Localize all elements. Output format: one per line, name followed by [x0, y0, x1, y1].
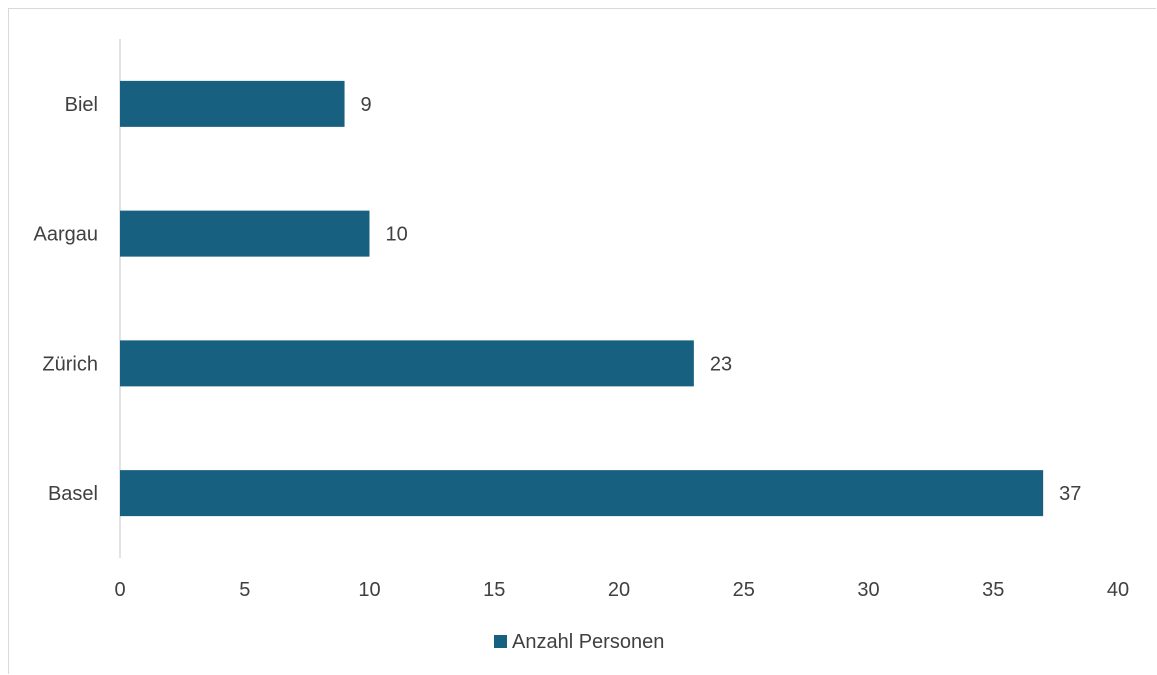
x-tick-label: 10 [358, 579, 380, 601]
data-label: 9 [361, 94, 372, 116]
bar-aargau [120, 210, 370, 257]
category-label: Basel [48, 483, 98, 505]
data-label: 37 [1059, 483, 1081, 505]
bar-z-rich [120, 340, 694, 387]
x-tick-label: 30 [857, 579, 879, 601]
category-label: Aargau [34, 224, 99, 246]
legend: Anzahl Personen [494, 631, 664, 653]
x-tick-label: 0 [114, 579, 125, 601]
chart-frame: 0 5 10 15 20 25 30 35 40 Biel 9 Aargau 10 Zürich 23 Ba… [8, 8, 1156, 674]
bars-layer [120, 80, 1044, 517]
x-tick-label: 35 [982, 579, 1004, 601]
data-label: 23 [710, 353, 732, 375]
bar-biel [120, 80, 345, 127]
x-tick-label: 25 [733, 579, 755, 601]
bar-basel [120, 470, 1044, 517]
bar-chart: 0 5 10 15 20 25 30 35 40 Biel 9 Aargau 10 Zürich 23 Ba… [34, 39, 1129, 653]
legend-label-anzahl-personen: Anzahl Personen [512, 631, 664, 653]
x-tick-label: 15 [483, 579, 505, 601]
legend-swatch [494, 635, 507, 648]
x-tick-label: 20 [608, 579, 630, 601]
x-tick-label: 5 [239, 579, 250, 601]
labels-layer: Biel 9 Aargau 10 Zürich 23 Basel 37 [34, 94, 1082, 505]
data-label: 10 [386, 224, 408, 246]
category-label: Zürich [42, 353, 98, 375]
x-tick-label: 40 [1107, 579, 1129, 601]
axis-layer: 0 5 10 15 20 25 30 35 40 [114, 39, 1129, 601]
category-label: Biel [65, 94, 98, 116]
